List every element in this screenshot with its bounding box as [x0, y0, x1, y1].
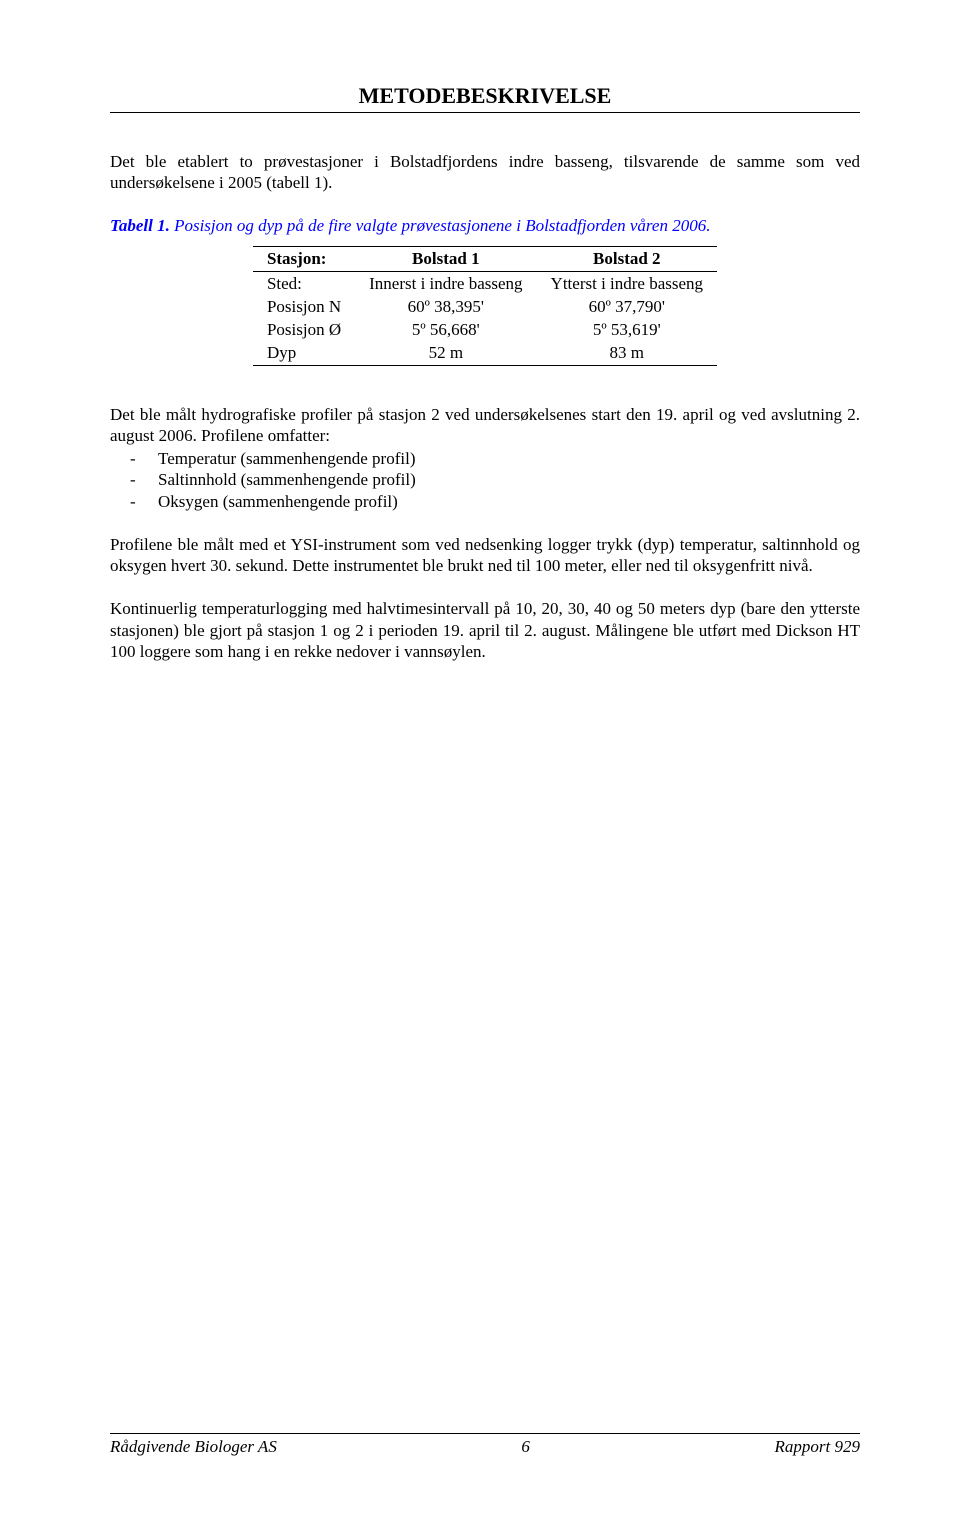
table-caption-label: Tabell 1. [110, 216, 170, 235]
table-cell: Ytterst i indre basseng [537, 271, 718, 295]
table-header-cell: Bolstad 1 [355, 247, 536, 271]
table-cell: 5º 56,668' [355, 318, 536, 341]
stations-table: Stasjon: Bolstad 1 Bolstad 2 Sted: Inner… [253, 246, 717, 365]
table-cell: Posisjon N [253, 295, 355, 318]
profiles-list: Temperatur (sammenhengende profil) Salti… [110, 448, 860, 512]
table-cell: 60º 38,395' [355, 295, 536, 318]
footer-right: Rapport 929 [775, 1436, 860, 1457]
list-item: Oksygen (sammenhengende profil) [158, 491, 860, 512]
list-item: Temperatur (sammenhengende profil) [158, 448, 860, 469]
list-item: Saltinnhold (sammenhengende profil) [158, 469, 860, 490]
page-footer: Rådgivende Biologer AS 6 Rapport 929 [110, 1433, 860, 1457]
table-caption-text: Posisjon og dyp på de fire valgte prøves… [170, 216, 711, 235]
table-cell: 5º 53,619' [537, 318, 718, 341]
table-cell: 52 m [355, 341, 536, 365]
table-cell: Dyp [253, 341, 355, 365]
table-cell: Innerst i indre basseng [355, 271, 536, 295]
footer-page-number: 6 [521, 1436, 530, 1457]
logging-paragraph: Kontinuerlig temperaturlogging med halvt… [110, 598, 860, 662]
page-title: METODEBESKRIVELSE [110, 82, 860, 113]
table-cell: 60º 37,790' [537, 295, 718, 318]
table-header-cell: Bolstad 2 [537, 247, 718, 271]
profiles-paragraph: Det ble målt hydrografiske profiler på s… [110, 404, 860, 512]
table-cell: Posisjon Ø [253, 318, 355, 341]
table-cell: Sted: [253, 271, 355, 295]
table-caption: Tabell 1. Posisjon og dyp på de fire val… [110, 215, 860, 236]
intro-paragraph: Det ble etablert to prøvestasjoner i Bol… [110, 151, 860, 194]
profiles-text: Det ble målt hydrografiske profiler på s… [110, 405, 860, 445]
table-cell: 83 m [537, 341, 718, 365]
footer-left: Rådgivende Biologer AS [110, 1436, 277, 1457]
instrument-paragraph: Profilene ble målt med et YSI-instrument… [110, 534, 860, 577]
table-header-cell: Stasjon: [253, 247, 355, 271]
